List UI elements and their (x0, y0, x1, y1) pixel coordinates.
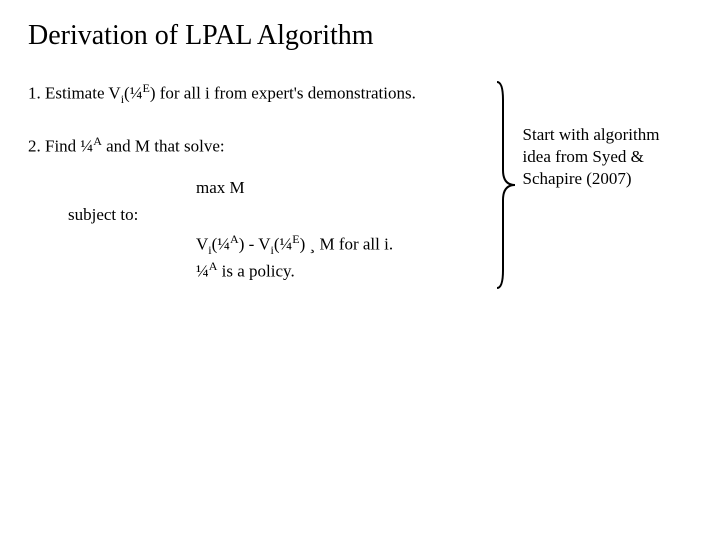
content-row: 1. Estimate Vi(¼E) for all i from expert… (28, 80, 692, 290)
step-2: 2. Find ¼A and M that solve: (28, 133, 487, 159)
constraint-2: ¼A is a policy. (196, 258, 487, 284)
annotation-text: Start with algorithm idea from Syed & Sc… (523, 80, 692, 190)
step1-sup-e: E (142, 81, 149, 95)
optimization-block: max M subject to: Vi(¼A) - Vi(¼E) ¸ M fo… (68, 177, 487, 284)
c2-p1: ¼ (196, 262, 209, 281)
c1-p5: ) ¸ M for all i. (300, 234, 393, 253)
c1-p2: (¼ (212, 234, 230, 253)
brace-column (493, 80, 517, 290)
c1-p4: (¼ (274, 234, 292, 253)
c2-p2: is a policy. (217, 262, 294, 281)
slide-title: Derivation of LPAL Algorithm (28, 20, 692, 52)
step2-sup-a: A (93, 134, 102, 148)
c1-p1: V (196, 234, 208, 253)
step2-suffix: and M that solve: (102, 137, 225, 156)
subject-to: subject to: (68, 204, 487, 227)
max-line: max M (196, 177, 487, 200)
left-column: 1. Estimate Vi(¼E) for all i from expert… (28, 80, 487, 284)
step1-prefix: 1. Estimate V (28, 84, 121, 103)
c1-sup-a1: A (230, 232, 239, 246)
c1-sup-e2: E (292, 232, 299, 246)
c1-p3: ) - V (239, 234, 271, 253)
step-1: 1. Estimate Vi(¼E) for all i from expert… (28, 80, 487, 107)
step2-prefix: 2. Find ¼ (28, 137, 93, 156)
step1-suffix: ) for all i from expert's demonstrations… (150, 84, 416, 103)
right-brace-icon (493, 80, 517, 290)
constraint-1: Vi(¼A) - Vi(¼E) ¸ M for all i. (196, 231, 487, 258)
step1-open: (¼ (124, 84, 142, 103)
